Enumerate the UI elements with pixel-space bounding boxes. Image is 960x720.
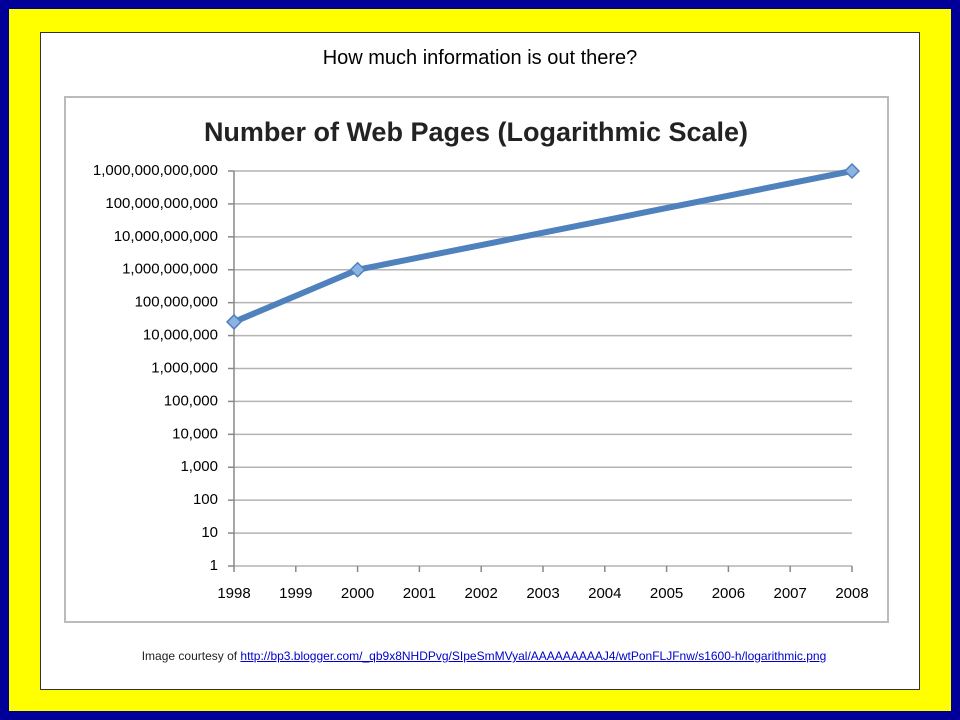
caption-text: Image courtesy of [141, 649, 241, 663]
x-tick-label: 2001 [403, 585, 436, 602]
y-tick-label: 10 [201, 524, 218, 541]
y-tick-label: 1,000,000 [151, 359, 218, 376]
y-tick-label: 1,000 [180, 458, 218, 475]
x-tick-label: 1998 [217, 585, 250, 602]
x-tick-label: 2006 [712, 585, 745, 602]
y-tick-label: 100,000 [164, 392, 218, 409]
y-tick-label: 10,000 [172, 425, 218, 442]
x-tick-label: 1999 [279, 585, 312, 602]
caption-link[interactable]: http://bp3.blogger.com/_qb9x8NHDPvg/SIpe… [240, 649, 827, 663]
chart-frame [64, 96, 889, 623]
y-tick-label: 1 [210, 557, 218, 574]
y-tick-label: 100,000,000 [135, 294, 218, 311]
x-tick-label: 2007 [774, 585, 807, 602]
x-tick-label: 2005 [650, 585, 683, 602]
y-tick-label: 1,000,000,000,000 [93, 162, 218, 179]
chart-title: Number of Web Pages (Logarithmic Scale) [204, 117, 748, 147]
y-tick-label: 1,000,000,000 [122, 261, 218, 278]
data-point [225, 313, 243, 330]
y-tick-label: 100,000,000,000 [105, 195, 218, 212]
x-tick-label: 2000 [341, 585, 374, 602]
y-tick-label: 10,000,000,000 [114, 228, 218, 245]
x-tick-label: 2004 [588, 585, 621, 602]
x-tick-label: 2003 [526, 585, 559, 602]
data-point [843, 162, 861, 180]
caption: Image courtesy of http://bp3.blogger.com… [0, 649, 960, 663]
x-tick-label: 2008 [835, 585, 868, 602]
slide-title: How much information is out there? [322, 47, 638, 69]
y-tick-label: 100 [193, 491, 218, 508]
y-tick-label: 10,000,000 [143, 327, 218, 344]
data-point [349, 261, 366, 278]
x-tick-label: 2002 [465, 585, 498, 602]
